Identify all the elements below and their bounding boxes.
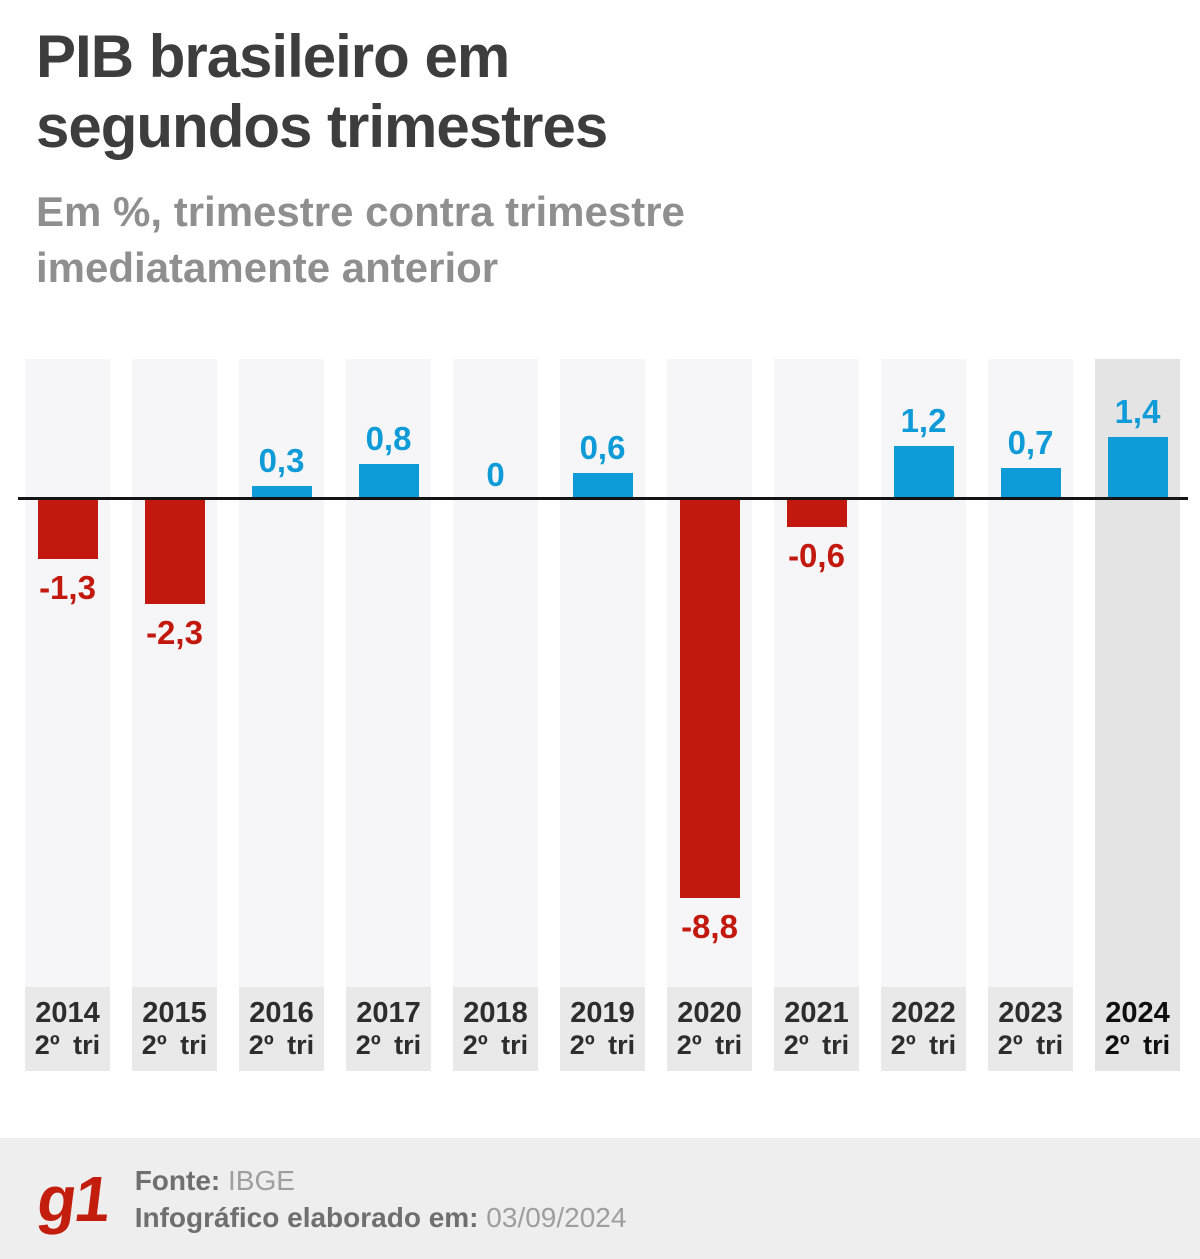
x-axis-label-2020: 2020 2º tri — [667, 987, 752, 1071]
bar-2023 — [1000, 468, 1061, 500]
value-label-2021: -0,6 — [788, 537, 845, 574]
value-label-2015: -2,3 — [146, 614, 203, 651]
x-axis-period-2018: 2º tri — [462, 1030, 529, 1060]
x-axis-year-2019: 2019 — [570, 997, 635, 1029]
column-background-2014 — [25, 359, 110, 987]
x-axis-period-2021: 2º tri — [783, 1030, 850, 1060]
bar-2021 — [786, 500, 847, 527]
value-label-2022: 1,2 — [900, 402, 947, 439]
x-axis-period-2023: 2º tri — [997, 1030, 1064, 1060]
x-axis-label-2022: 2022 2º tri — [881, 987, 966, 1071]
x-axis-period-2019: 2º tri — [569, 1030, 636, 1060]
chart-column-2021: 2021 2º tri — [774, 359, 859, 1071]
value-label-2017: 0,8 — [365, 420, 412, 457]
chart-column-2018: 2018 2º tri — [453, 359, 538, 1071]
x-axis-period-2020: 2º tri — [676, 1030, 743, 1060]
date-line: Infográfico elaborado em: 03/09/2024 — [135, 1199, 627, 1236]
column-background-2016 — [239, 359, 324, 987]
value-label-2018: 0 — [486, 456, 505, 493]
chart-column-2017: 2017 2º tri — [346, 359, 431, 1071]
x-axis-year-2022: 2022 — [891, 997, 956, 1029]
x-axis-label-2021: 2021 2º tri — [774, 987, 859, 1071]
bar-2022 — [893, 446, 954, 500]
g1-logo: g1 — [33, 1162, 114, 1235]
value-label-2023: 0,7 — [1007, 424, 1054, 461]
x-axis-label-2017: 2017 2º tri — [346, 987, 431, 1071]
x-axis-year-2014: 2014 — [35, 997, 100, 1029]
column-background-2023 — [988, 359, 1073, 987]
column-background-2018 — [453, 359, 538, 987]
x-axis-year-2018: 2018 — [463, 997, 528, 1029]
x-axis-label-2015: 2015 2º tri — [132, 987, 217, 1071]
bar-2024 — [1107, 437, 1168, 500]
x-axis-period-2022: 2º tri — [890, 1030, 957, 1060]
x-axis-year-2024: 2024 — [1105, 997, 1170, 1029]
value-label-2024: 1,4 — [1114, 393, 1161, 430]
column-background-2019 — [560, 359, 645, 987]
value-label-2019: 0,6 — [579, 429, 626, 466]
x-axis-label-2023: 2023 2º tri — [988, 987, 1073, 1071]
bar-2016 — [251, 486, 312, 500]
footer: g1 Fonte: IBGE Infográfico elaborado em:… — [0, 1138, 1200, 1259]
x-axis-year-2023: 2023 — [998, 997, 1063, 1029]
column-background-2015 — [132, 359, 217, 987]
x-axis-label-2019: 2019 2º tri — [560, 987, 645, 1071]
x-axis-year-2015: 2015 — [142, 997, 207, 1029]
x-axis-period-2024: 2º tri — [1104, 1030, 1171, 1060]
chart-column-2016: 2016 2º tri — [239, 359, 324, 1071]
value-label-2020: -8,8 — [681, 908, 738, 945]
x-axis-label-2024: 2024 2º tri — [1095, 987, 1180, 1071]
bar-2015 — [144, 500, 205, 604]
bar-2019 — [572, 473, 633, 500]
bar-2014 — [37, 500, 98, 559]
value-label-2016: 0,3 — [258, 442, 305, 479]
x-axis-period-2016: 2º tri — [248, 1030, 315, 1060]
x-axis-period-2014: 2º tri — [34, 1030, 101, 1060]
date-value: 03/09/2024 — [486, 1201, 627, 1233]
chart-column-2014: 2014 2º tri — [25, 359, 110, 1071]
bar-2020 — [679, 500, 740, 898]
x-axis-label-2014: 2014 2º tri — [25, 987, 110, 1071]
x-axis-year-2020: 2020 — [677, 997, 742, 1029]
x-axis-period-2017: 2º tri — [355, 1030, 422, 1060]
chart-title: PIB brasileiro em segundos trimestres — [36, 23, 608, 160]
column-background-2021 — [774, 359, 859, 987]
x-axis-label-2016: 2016 2º tri — [239, 987, 324, 1071]
source-line: Fonte: IBGE — [135, 1162, 627, 1199]
x-axis-year-2017: 2017 — [356, 997, 421, 1029]
chart-column-2023: 2023 2º tri — [988, 359, 1073, 1071]
chart-column-2019: 2019 2º tri — [560, 359, 645, 1071]
x-axis-year-2021: 2021 — [784, 997, 849, 1029]
date-label: Infográfico elaborado em: — [134, 1201, 479, 1233]
zero-axis-line — [18, 497, 1188, 500]
x-axis-year-2016: 2016 — [249, 997, 314, 1029]
x-axis-period-2015: 2º tri — [141, 1030, 208, 1060]
source-label: Fonte: — [134, 1164, 221, 1196]
bar-2017 — [358, 464, 419, 500]
column-background-2017 — [346, 359, 431, 987]
x-axis-label-2018: 2018 2º tri — [453, 987, 538, 1071]
source-block: Fonte: IBGE Infográfico elaborado em: 03… — [135, 1162, 627, 1236]
chart-column-2015: 2015 2º tri — [132, 359, 217, 1071]
value-label-2014: -1,3 — [39, 569, 96, 606]
chart-subtitle: Em %, trimestre contra trimestre imediat… — [36, 188, 685, 291]
source-value: IBGE — [228, 1164, 295, 1196]
